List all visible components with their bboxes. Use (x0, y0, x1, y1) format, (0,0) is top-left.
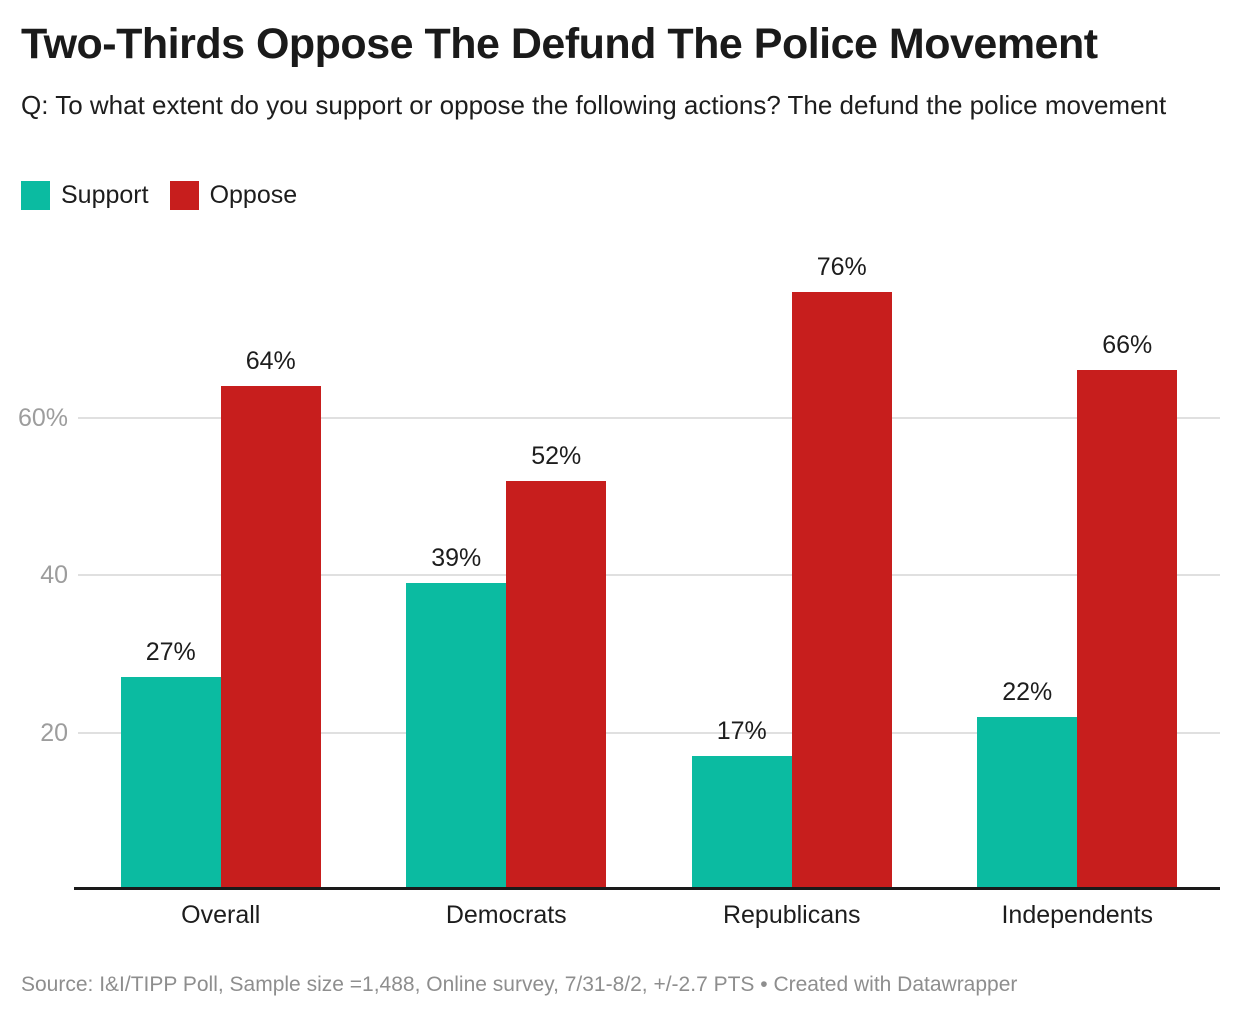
y-axis-tick-label: 20 (40, 718, 68, 747)
value-label: 64% (245, 347, 296, 375)
x-category-label: Republicans (722, 901, 861, 929)
value-label: 66% (1102, 331, 1153, 360)
value-label: 76% (816, 252, 867, 281)
bar-support (120, 677, 221, 890)
chart-subtitle: Q: To what extent do you support or oppo… (21, 90, 1167, 120)
bar-oppose (791, 291, 892, 890)
legend-swatch (21, 180, 50, 210)
value-label: 52% (531, 441, 582, 470)
y-axis-tick-label: 40 (40, 561, 68, 589)
legend-label: Oppose (209, 181, 298, 209)
value-label: 22% (1002, 677, 1053, 706)
grid-line (78, 416, 1220, 419)
legend-item-support: Support (21, 180, 149, 210)
legend-item-oppose: Oppose (169, 180, 298, 210)
bar-oppose (1077, 370, 1178, 890)
chart-title: Two-Thirds Oppose The Defund The Police … (21, 20, 1098, 68)
legend-label: Support (61, 181, 149, 209)
bar-support (406, 582, 507, 890)
legend: Support Oppose (21, 180, 297, 210)
x-category-label: Overall (181, 901, 261, 929)
bar-support (977, 716, 1078, 890)
y-axis-tick-label: 60% (17, 403, 68, 432)
grid-line (78, 574, 1220, 576)
bar-oppose (220, 386, 321, 890)
bar-support (691, 756, 792, 890)
x-axis-line (74, 887, 1220, 890)
x-category-label: Independents (1001, 901, 1154, 929)
bar-oppose (506, 480, 607, 890)
legend-swatch (169, 180, 199, 210)
grid-line (78, 731, 1220, 734)
source-line: Source: I&I/TIPP Poll, Sample size =1,48… (21, 973, 1018, 996)
value-label: 17% (716, 717, 767, 746)
x-category-label: Democrats (445, 901, 567, 929)
value-label: 39% (431, 543, 482, 572)
value-label: 27% (145, 638, 196, 667)
